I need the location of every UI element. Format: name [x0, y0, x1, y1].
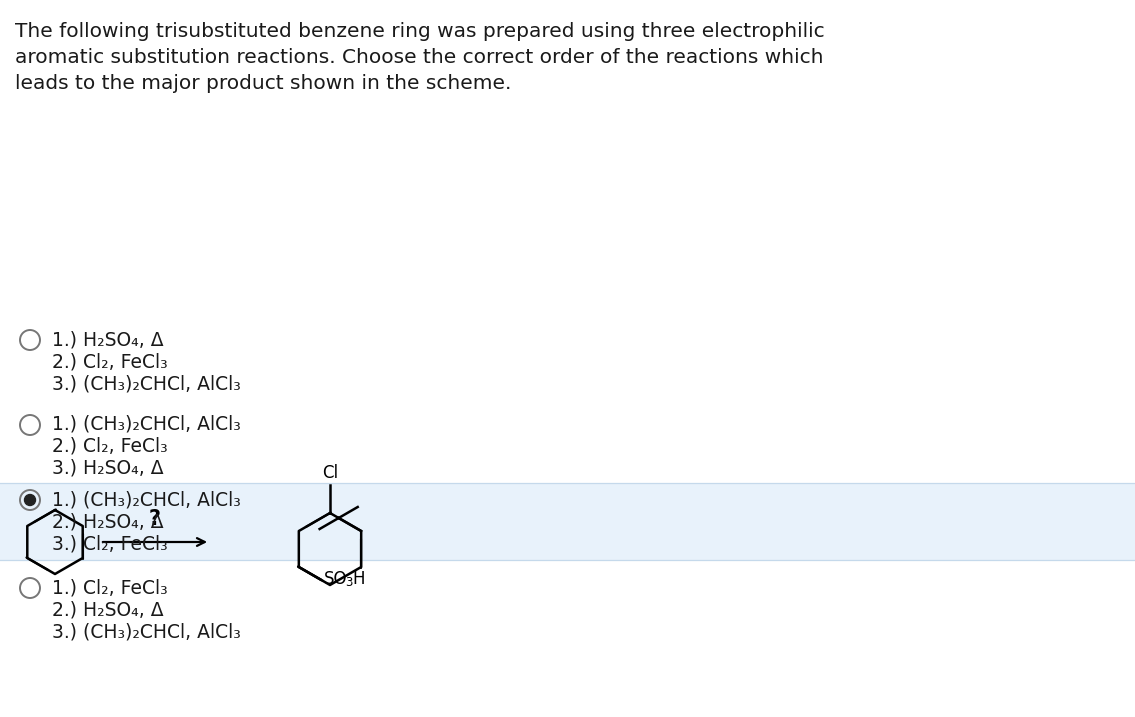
Text: ?: ? [149, 509, 161, 529]
Text: SO: SO [323, 571, 347, 589]
Circle shape [25, 495, 35, 505]
Text: 3.) (CH₃)₂CHCl, AlCl₃: 3.) (CH₃)₂CHCl, AlCl₃ [52, 622, 241, 641]
Text: leads to the major product shown in the scheme.: leads to the major product shown in the … [15, 74, 512, 93]
Text: 1.) (CH₃)₂CHCl, AlCl₃: 1.) (CH₃)₂CHCl, AlCl₃ [52, 490, 241, 509]
Text: 2.) H₂SO₄, Δ: 2.) H₂SO₄, Δ [52, 600, 163, 619]
Text: 3.) Cl₂, FeCl₃: 3.) Cl₂, FeCl₃ [52, 534, 168, 553]
Text: 2.) Cl₂, FeCl₃: 2.) Cl₂, FeCl₃ [52, 352, 168, 371]
Text: The following trisubstituted benzene ring was prepared using three electrophilic: The following trisubstituted benzene rin… [15, 22, 825, 41]
Text: 3.) H₂SO₄, Δ: 3.) H₂SO₄, Δ [52, 459, 163, 478]
Text: 2.) H₂SO₄, Δ: 2.) H₂SO₄, Δ [52, 512, 163, 531]
Text: 1.) H₂SO₄, Δ: 1.) H₂SO₄, Δ [52, 330, 163, 349]
Text: 1.) Cl₂, FeCl₃: 1.) Cl₂, FeCl₃ [52, 578, 168, 597]
Bar [0, 483, 1135, 560]
Text: H: H [353, 571, 365, 589]
Text: Cl: Cl [322, 464, 338, 482]
Text: 2.) Cl₂, FeCl₃: 2.) Cl₂, FeCl₃ [52, 437, 168, 456]
Text: 3.) (CH₃)₂CHCl, AlCl₃: 3.) (CH₃)₂CHCl, AlCl₃ [52, 374, 241, 393]
Text: 1.) (CH₃)₂CHCl, AlCl₃: 1.) (CH₃)₂CHCl, AlCl₃ [52, 415, 241, 434]
Text: aromatic substitution reactions. Choose the correct order of the reactions which: aromatic substitution reactions. Choose … [15, 48, 824, 67]
Text: 3: 3 [345, 576, 353, 589]
